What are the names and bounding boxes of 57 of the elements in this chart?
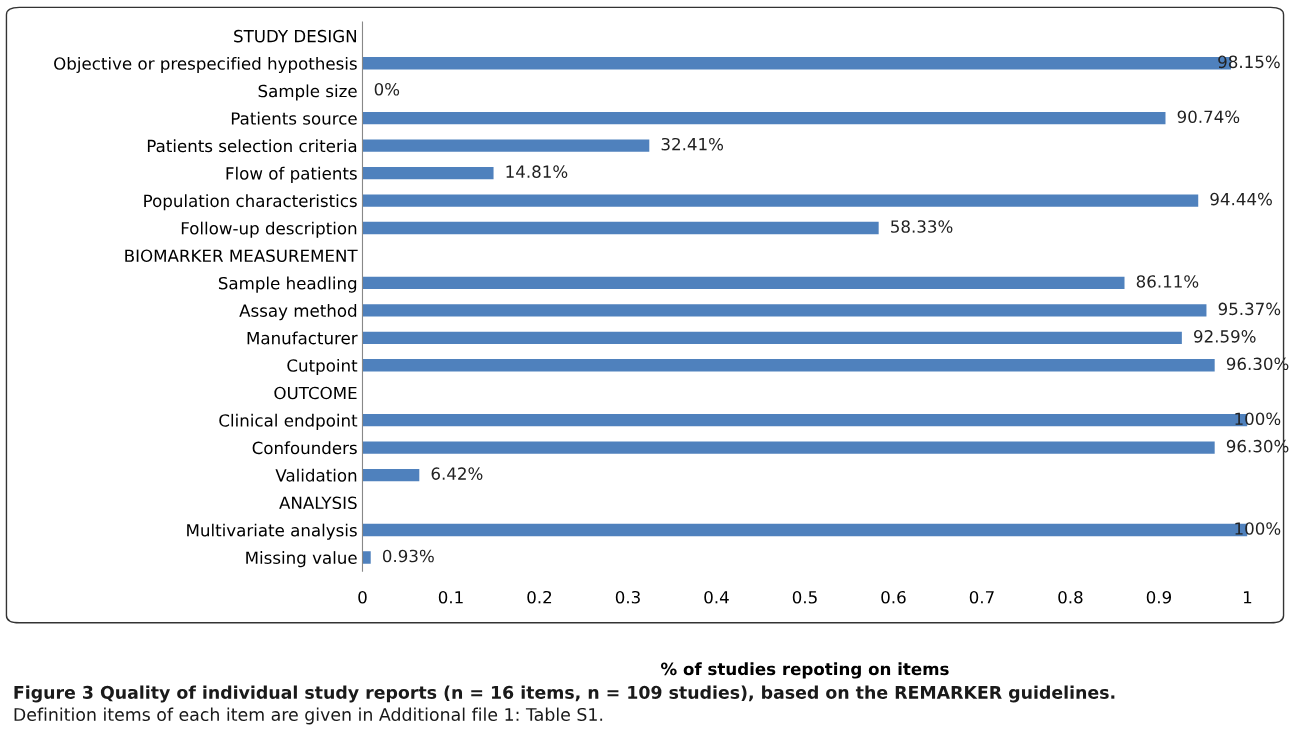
bar — [362, 276, 1125, 290]
y-tick-label: Clinical endpoint — [219, 413, 358, 430]
x-tick-label: 0.4 — [704, 590, 729, 604]
data-label: 32.41% — [661, 137, 724, 151]
caption: Figure 3 Quality of individual study reports (n = 16 items, n = 109 studies), based on the REMARKER guidelines. — [14, 685, 1115, 703]
data-label: 58.33% — [891, 220, 953, 233]
y-tick-label: Flow of patients — [226, 166, 357, 183]
data-label: 0.93% — [382, 549, 434, 563]
y-tick-label: Follow-up description — [181, 221, 357, 238]
x-tick-label: 0.3 — [615, 590, 640, 604]
bar — [362, 331, 1182, 344]
y-tick-label: Confounders — [252, 441, 357, 455]
bar — [362, 112, 1166, 125]
x-axis-title: % of studies repoting on items — [661, 662, 949, 679]
bar — [362, 441, 1215, 454]
x-tick-label: 0.5 — [792, 590, 817, 604]
bar — [362, 139, 650, 152]
x-tick-label: 0.7 — [969, 590, 994, 604]
data-label: 6.42% — [431, 467, 483, 480]
bar — [362, 468, 420, 482]
y-tick-label: OUTCOME — [274, 386, 357, 400]
data-label: 92.59% — [1194, 330, 1256, 343]
y-tick-label: ANALYSIS — [279, 496, 357, 510]
x-tick-label: 0.2 — [527, 590, 552, 604]
y-tick-label: Sample headling — [218, 276, 357, 293]
bar — [362, 359, 1215, 372]
x-tick-label: 0.1 — [438, 590, 463, 604]
data-label: 0% — [374, 82, 400, 96]
y-tick-label: Population characteristics — [144, 194, 357, 211]
y-tick-label: BIOMARKER MEASUREMENT — [125, 249, 358, 263]
bar — [362, 551, 371, 564]
y-tick-label: Missing value — [246, 551, 357, 568]
y-tick-label: Sample size — [258, 84, 357, 101]
y-tick-label: Cutpoint — [287, 358, 358, 376]
y-tick-label: Patients selection criteria — [147, 139, 357, 153]
data-label: 90.74% — [1177, 110, 1240, 124]
y-tick-label: Multivariate analysis — [187, 523, 357, 540]
bar — [362, 304, 1207, 317]
data-label: 14.81% — [506, 165, 568, 178]
data-label: 86.11% — [1136, 275, 1199, 288]
y-tick-label: Validation — [275, 468, 357, 482]
text: Definition items of each item are given in Additional file 1: Table S1. — [14, 707, 603, 725]
bar — [362, 221, 879, 235]
y-tick-label: Assay method — [239, 304, 357, 321]
y-tick-label: Objective or prespecified hypothesis — [54, 56, 357, 74]
bar — [362, 166, 494, 180]
y-tick-label: Patients source — [231, 111, 357, 125]
x-tick-label: 0.9 — [1146, 590, 1172, 604]
data-label: 94.44% — [1210, 192, 1272, 206]
x-tick-label: 0.6 — [881, 590, 906, 604]
y-tick-label: Manufacturer — [247, 331, 358, 345]
x-tick-label: 0.8 — [1058, 590, 1083, 604]
x-tick-label: 0 — [358, 590, 367, 604]
y-tick-label: STUDY DESIGN — [234, 29, 356, 43]
bar — [362, 194, 1199, 207]
x-tick-label: 1 — [1243, 591, 1252, 604]
data-label: 95.37% — [1218, 302, 1281, 316]
